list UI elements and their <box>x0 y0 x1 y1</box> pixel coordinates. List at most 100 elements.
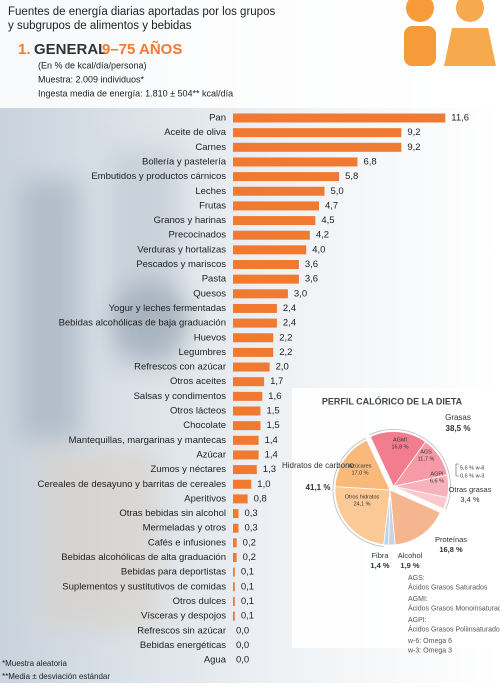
value-label: 1,5 <box>266 420 279 431</box>
pie-slice <box>334 486 391 546</box>
value-label: 0,8 <box>254 493 267 504</box>
bar <box>233 142 402 152</box>
info: Ingesta media de energía: 1.810 ± 504** … <box>38 88 233 98</box>
background-photo <box>20 150 190 630</box>
group-value: 41,1 % <box>306 483 331 492</box>
category-label: Vísceras y despojos <box>141 611 226 622</box>
note: Ácidos Grasos Monoinsaturados <box>408 603 500 612</box>
bar <box>233 538 237 548</box>
bar <box>233 128 402 138</box>
slice-value: 16,8 % <box>391 444 408 450</box>
value-label: 5,8 <box>345 171 358 182</box>
bar <box>233 245 307 255</box>
category-label: Mermeladas y otros <box>143 523 227 534</box>
value-label: 11,6 <box>451 113 469 124</box>
value-label: 3,0 <box>294 288 307 299</box>
value-label: 3,6 <box>305 259 318 270</box>
value-label: 9,2 <box>407 127 420 138</box>
value-label: 0,1 <box>241 581 254 592</box>
slice-value: 17,0 % <box>351 470 368 476</box>
bar <box>233 494 248 504</box>
value-label: 1,4 <box>265 449 278 460</box>
value-label: 9,2 <box>407 142 420 153</box>
category-label: Bebidas alcohólicas de baja graduación <box>59 318 226 329</box>
value-label: 4,7 <box>325 200 338 211</box>
note: Ácidos Grasos Saturados <box>408 582 488 591</box>
bar <box>233 377 265 387</box>
bar <box>233 450 259 460</box>
category-label: Bebidas alcohólicas de alta graduación <box>61 552 226 563</box>
category-label: Aceite de oliva <box>164 127 227 138</box>
slice-label: Otros hidratos <box>345 494 380 500</box>
title: y subgrupos de alimentos y bebidas <box>8 20 192 32</box>
footnote: *Muestra aleatoria <box>2 659 67 668</box>
category-label: Azúcar <box>196 449 226 460</box>
group-label: Grasas <box>445 413 471 422</box>
bar <box>233 216 316 226</box>
bar <box>233 362 270 372</box>
group-arc <box>332 437 384 548</box>
section-title: GENERAL <box>34 41 107 58</box>
category-label: Leches <box>195 186 226 197</box>
bar <box>233 567 235 577</box>
category-label: Bebidas energéticas <box>140 640 226 651</box>
category-label: Refrescos con azúcar <box>134 362 226 373</box>
category-label: Embutidos y productos cárnicos <box>91 171 226 182</box>
pie-slice <box>369 431 427 488</box>
value-label: 0,2 <box>243 552 256 563</box>
category-label: Otros dulces <box>173 596 227 607</box>
bar <box>233 553 237 562</box>
value-label: 4,0 <box>312 244 325 255</box>
note: AGPI: <box>408 617 427 624</box>
bar <box>233 157 358 167</box>
bar-chart: Pan 11,6 Aceite de oliva 9,2 Carnes 9,2 Boller… <box>37 113 469 666</box>
category-label: Pan <box>209 113 226 124</box>
category-label: Precocinados <box>168 230 226 241</box>
slice-value: 16,8 % <box>439 545 463 554</box>
omega-label: 5,6 % w-6 <box>460 465 484 471</box>
slice-label: AGS <box>420 449 432 455</box>
bar <box>233 479 252 489</box>
category-label: Suplementos y sustitutivos de comidas <box>62 581 226 592</box>
value-label: 0,3 <box>244 523 257 534</box>
note: Ácidos Grasos Poliinsaturados <box>408 624 500 633</box>
group-arc <box>369 429 451 510</box>
category-label: Agua <box>204 655 227 666</box>
category-label: Granos y harinas <box>154 215 227 226</box>
bracket <box>455 463 459 477</box>
value-label: 0,3 <box>244 508 257 519</box>
bar <box>233 391 263 401</box>
slice-value: 3,4 % <box>460 495 480 504</box>
value-label: 1,4 <box>265 435 278 446</box>
slice-value: 6,6 % <box>430 478 444 484</box>
pie-slice <box>393 486 448 510</box>
category-label: Bebidas para deportistas <box>121 567 226 578</box>
people-icons <box>404 0 496 66</box>
group-value: 38,5 % <box>446 424 471 433</box>
info: Muestra: 2.009 individuos* <box>38 74 145 84</box>
pie-slice <box>389 489 441 546</box>
value-label: 0,1 <box>241 596 254 607</box>
slice-value: 24,1 % <box>353 501 370 507</box>
value-label: 0,0 <box>236 625 249 636</box>
footnote: **Media ± desviación estándar <box>2 672 110 681</box>
category-label: Frutas <box>199 200 226 211</box>
note: AGMI: <box>408 596 428 603</box>
value-label: 2,4 <box>283 318 296 329</box>
category-label: Salsas y condimentos <box>134 391 227 402</box>
value-label: 2,0 <box>276 362 289 373</box>
category-label: Bollería y pastelería <box>142 156 227 167</box>
bar <box>233 582 235 592</box>
category-label: Otras bebidas sin alcohol <box>119 508 226 519</box>
value-label: 0,1 <box>241 567 254 578</box>
category-label: Cereales de desayuno y barritas de cerea… <box>37 479 226 490</box>
category-label: Chocolate <box>183 420 226 431</box>
bar <box>233 611 235 621</box>
note: w-6: Omega 6 <box>407 638 452 645</box>
pie-slice <box>334 439 391 491</box>
category-label: Legumbres <box>178 347 226 358</box>
category-label: Pescados y mariscos <box>136 259 226 270</box>
bar <box>233 303 277 313</box>
